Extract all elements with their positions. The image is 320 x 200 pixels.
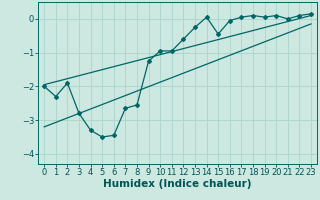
X-axis label: Humidex (Indice chaleur): Humidex (Indice chaleur)	[103, 179, 252, 189]
